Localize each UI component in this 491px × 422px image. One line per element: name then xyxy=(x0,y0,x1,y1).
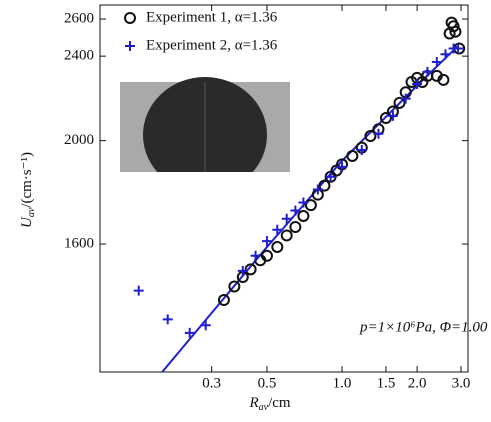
point xyxy=(297,209,310,222)
point xyxy=(298,197,309,208)
point xyxy=(260,249,273,262)
point xyxy=(304,199,317,212)
point xyxy=(200,320,211,331)
x-tick-label: 2.0 xyxy=(408,375,427,391)
x-tick-label: 0.5 xyxy=(258,375,277,391)
point xyxy=(447,20,460,33)
y-label-sub: av xyxy=(26,207,37,217)
point xyxy=(133,285,144,296)
legend: Experiment 1, α=1.36 Experiment 2, α=1.36 xyxy=(146,9,278,53)
legend-label: Experiment 1, α=1.36 xyxy=(146,9,278,25)
point xyxy=(318,179,331,192)
plot-frame xyxy=(99,4,469,373)
legend-marker xyxy=(124,12,136,24)
point xyxy=(422,66,433,77)
point xyxy=(373,128,384,139)
point xyxy=(162,314,173,325)
x-label-main: R xyxy=(248,395,258,411)
annotation: p=1×10⁶Pa, Φ=1.00 xyxy=(359,319,488,335)
x-label-sub: av xyxy=(259,402,269,413)
point xyxy=(228,280,241,293)
point xyxy=(412,78,423,89)
inset-image xyxy=(120,77,290,202)
point xyxy=(437,73,450,86)
point xyxy=(431,56,442,67)
y-tick-label: 2000 xyxy=(64,132,94,148)
point xyxy=(346,149,359,162)
y-label-rest: /(cm·s⁻¹) xyxy=(19,152,35,208)
point xyxy=(244,263,257,276)
y-axis-label: Uav/(cm·s⁻¹) xyxy=(19,152,37,228)
y-tick-label: 2400 xyxy=(64,48,94,64)
y-label-main: U xyxy=(19,216,35,228)
x-tick-label: 0.3 xyxy=(202,375,221,391)
x-label-rest: /cm xyxy=(268,395,291,411)
point xyxy=(290,205,301,216)
x-tick-label: 1.0 xyxy=(333,375,352,391)
point xyxy=(217,294,230,307)
x-tick-label: 1.5 xyxy=(377,375,396,391)
point xyxy=(364,130,377,143)
point xyxy=(337,161,348,172)
point xyxy=(387,110,398,121)
point xyxy=(280,229,293,242)
point xyxy=(379,112,392,125)
point xyxy=(250,250,261,261)
legend-label: Experiment 2, α=1.36 xyxy=(146,37,278,53)
point xyxy=(312,184,323,195)
point xyxy=(272,224,283,235)
point xyxy=(356,144,367,155)
y-tick-label: 2600 xyxy=(64,10,94,26)
point xyxy=(289,220,302,233)
point xyxy=(449,25,462,38)
x-tick-label: 3.0 xyxy=(452,375,471,391)
legend-marker xyxy=(125,41,135,51)
x-axis-label: Rav/cm xyxy=(248,395,290,413)
point xyxy=(400,93,411,104)
point xyxy=(440,49,451,60)
point xyxy=(237,265,248,276)
point xyxy=(453,43,464,54)
point xyxy=(261,236,272,247)
point xyxy=(184,327,195,338)
y-tick-label: 1600 xyxy=(64,235,94,251)
point xyxy=(325,171,336,182)
point xyxy=(271,240,284,253)
point xyxy=(393,96,406,109)
point xyxy=(281,213,292,224)
